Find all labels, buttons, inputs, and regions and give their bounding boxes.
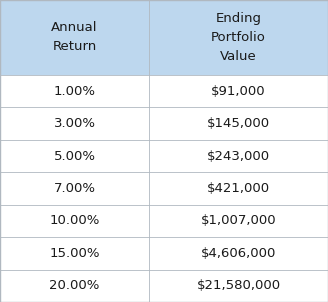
Bar	[0, 237, 328, 270]
Text: 10.00%: 10.00%	[50, 214, 100, 227]
Text: 15.00%: 15.00%	[50, 247, 100, 260]
Text: 3.00%: 3.00%	[53, 117, 96, 130]
Bar	[0, 140, 328, 172]
Bar	[0, 205, 328, 237]
Text: 1.00%: 1.00%	[53, 85, 96, 98]
Text: 20.00%: 20.00%	[50, 279, 100, 292]
Bar	[0, 75, 328, 107]
Text: Ending
Portfolio
Value: Ending Portfolio Value	[211, 12, 266, 63]
Text: $145,000: $145,000	[207, 117, 270, 130]
Text: $91,000: $91,000	[211, 85, 266, 98]
Text: $243,000: $243,000	[207, 149, 270, 162]
Bar	[0, 172, 328, 205]
Bar	[0, 107, 328, 140]
Text: Annual
Return: Annual Return	[51, 21, 98, 53]
Text: $21,580,000: $21,580,000	[196, 279, 281, 292]
Bar	[0, 0, 328, 75]
Text: $1,007,000: $1,007,000	[201, 214, 277, 227]
Text: $421,000: $421,000	[207, 182, 270, 195]
Text: 7.00%: 7.00%	[53, 182, 96, 195]
Bar	[0, 270, 328, 302]
Text: $4,606,000: $4,606,000	[201, 247, 276, 260]
Text: 5.00%: 5.00%	[53, 149, 96, 162]
